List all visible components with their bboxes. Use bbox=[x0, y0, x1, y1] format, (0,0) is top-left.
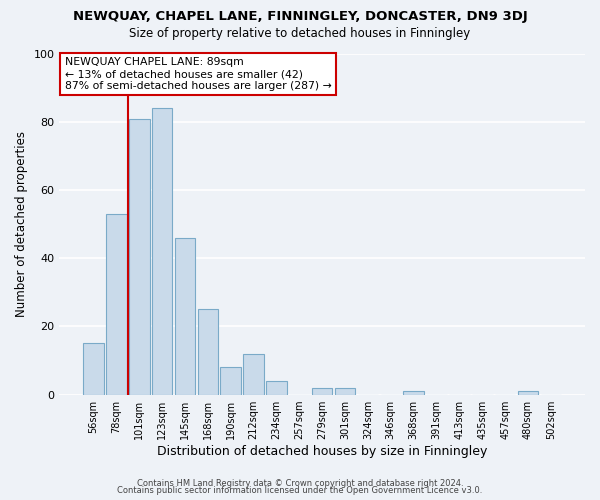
Text: NEWQUAY CHAPEL LANE: 89sqm
← 13% of detached houses are smaller (42)
87% of semi: NEWQUAY CHAPEL LANE: 89sqm ← 13% of deta… bbox=[65, 58, 331, 90]
Text: Size of property relative to detached houses in Finningley: Size of property relative to detached ho… bbox=[130, 28, 470, 40]
Bar bbox=[312, 388, 332, 394]
Bar bbox=[266, 381, 287, 394]
Y-axis label: Number of detached properties: Number of detached properties bbox=[15, 132, 28, 318]
Bar bbox=[220, 368, 241, 394]
Bar bbox=[175, 238, 196, 394]
Text: NEWQUAY, CHAPEL LANE, FINNINGLEY, DONCASTER, DN9 3DJ: NEWQUAY, CHAPEL LANE, FINNINGLEY, DONCAS… bbox=[73, 10, 527, 23]
Text: Contains HM Land Registry data © Crown copyright and database right 2024.: Contains HM Land Registry data © Crown c… bbox=[137, 478, 463, 488]
Bar bbox=[518, 391, 538, 394]
Bar bbox=[152, 108, 172, 395]
Bar bbox=[403, 391, 424, 394]
Bar bbox=[197, 310, 218, 394]
Bar bbox=[335, 388, 355, 394]
Bar bbox=[129, 118, 149, 394]
Bar bbox=[106, 214, 127, 394]
X-axis label: Distribution of detached houses by size in Finningley: Distribution of detached houses by size … bbox=[157, 444, 487, 458]
Text: Contains public sector information licensed under the Open Government Licence v3: Contains public sector information licen… bbox=[118, 486, 482, 495]
Bar bbox=[83, 344, 104, 394]
Bar bbox=[244, 354, 264, 395]
